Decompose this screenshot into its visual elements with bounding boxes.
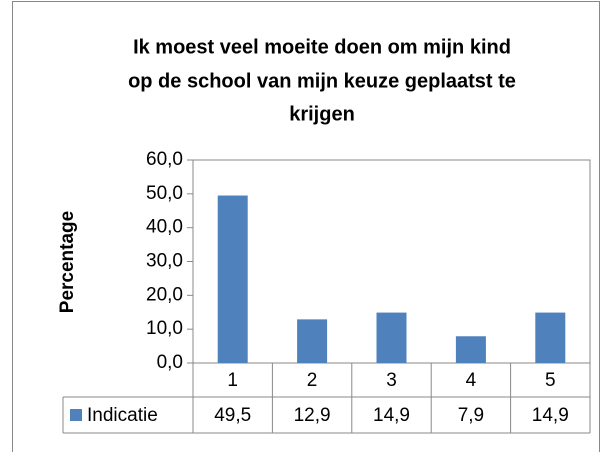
chart-title: Ik moest veel moeite doen om mijn kind [133,36,511,58]
data-table-value: 12,9 [294,405,331,426]
y-tick-label: 0,0 [157,352,183,373]
x-tick-label: 5 [545,370,556,391]
x-tick-label: 3 [386,370,397,391]
chart-frame [12,1,600,452]
x-tick-label: 4 [466,370,477,391]
data-table-value: 7,9 [458,405,484,426]
legend-swatch [70,409,82,421]
x-tick-label: 2 [307,370,318,391]
y-tick-label: 60,0 [146,149,183,170]
bar [535,312,566,363]
chart-title: krijgen [289,103,355,125]
bar [455,336,486,363]
y-tick-label: 40,0 [146,217,183,238]
bar [217,195,248,363]
y-tick-label: 10,0 [146,318,183,339]
y-tick-label: 50,0 [146,183,183,204]
y-axis-title: Percentage [57,211,78,313]
bar [376,312,407,363]
data-table-value: 14,9 [532,405,569,426]
y-tick-label: 20,0 [146,284,183,305]
data-table-value: 49,5 [214,405,251,426]
data-table-value: 14,9 [373,405,410,426]
chart-title: op de school van mijn keuze geplaatst te [128,70,516,92]
x-tick-label: 1 [227,370,238,391]
bar [297,319,328,363]
y-tick-label: 30,0 [146,251,183,272]
legend-label: Indicatie [87,405,158,426]
